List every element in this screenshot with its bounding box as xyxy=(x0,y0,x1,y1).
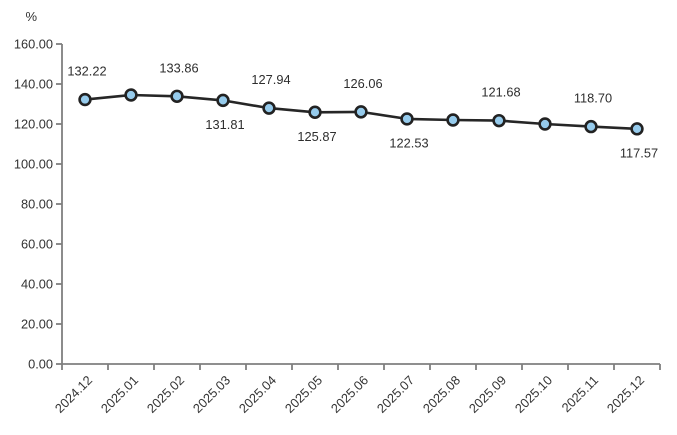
y-tick-label: 140.00 xyxy=(14,77,53,92)
y-tick-label: 160.00 xyxy=(14,37,53,52)
data-point xyxy=(216,93,230,108)
data-point xyxy=(538,117,552,131)
data-point xyxy=(308,105,322,119)
y-tick-label: 120.00 xyxy=(14,117,53,132)
x-tick-label: 2025.03 xyxy=(190,373,233,416)
data-point xyxy=(354,105,368,119)
data-point xyxy=(170,89,184,103)
x-tick-label: 2024.12 xyxy=(52,373,95,416)
data-point-label: 122.53 xyxy=(389,135,428,150)
y-tick-label: 60.00 xyxy=(21,237,53,252)
data-point xyxy=(584,119,598,134)
y-tick-label: 40.00 xyxy=(21,277,53,292)
data-point xyxy=(630,122,644,136)
y-tick-label: 100.00 xyxy=(14,157,53,172)
labels-layer: 132.22 133.86 131.81 127.94 125.87 126.06 122.… xyxy=(67,60,658,160)
x-tick-label: 2025.02 xyxy=(144,373,187,416)
x-tick-label: 2025.06 xyxy=(328,373,371,416)
data-point-label: 132.22 xyxy=(67,64,106,79)
y-tick-label: 0.00 xyxy=(28,357,53,372)
x-tick-label: 2025.08 xyxy=(420,373,463,416)
data-point xyxy=(492,113,506,128)
x-tick-label: 2025.11 xyxy=(558,373,601,416)
data-point-label: 133.86 xyxy=(159,60,198,75)
x-tick-label: 2025.05 xyxy=(282,373,325,416)
data-point xyxy=(78,92,92,107)
x-tick-label: 2025.10 xyxy=(512,373,555,416)
y-tick-label: 80.00 xyxy=(21,197,53,212)
x-tick-label: 2025.07 xyxy=(374,373,417,416)
x-tick-label: 2025.04 xyxy=(236,373,279,416)
data-point-label: 118.70 xyxy=(574,91,612,106)
x-tick-label: 2025.01 xyxy=(98,373,141,416)
data-point-label: 117.57 xyxy=(620,145,658,160)
x-tick-label: 2025.09 xyxy=(466,373,509,416)
data-point xyxy=(262,101,276,115)
data-point-label: 127.94 xyxy=(251,72,290,87)
y-axis-unit-label: % xyxy=(25,9,37,24)
data-point-label: 126.06 xyxy=(343,76,382,91)
x-tick-label: 2025.12 xyxy=(604,373,647,416)
data-point-label: 125.87 xyxy=(297,129,336,144)
data-point xyxy=(446,113,460,127)
series-layer xyxy=(78,88,644,136)
data-point-label: 131.81 xyxy=(205,117,244,132)
y-tick-label: 20.00 xyxy=(21,317,53,332)
data-point xyxy=(124,88,138,102)
axes-layer: 0.00 20.00 40.00 60.00 80.00 100.00 120.00 140.… xyxy=(14,37,661,416)
data-point xyxy=(400,112,414,126)
data-point-label: 121.68 xyxy=(481,85,520,100)
